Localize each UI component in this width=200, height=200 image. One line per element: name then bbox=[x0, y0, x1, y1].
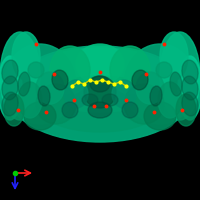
Ellipse shape bbox=[132, 70, 148, 90]
Ellipse shape bbox=[182, 76, 198, 100]
Ellipse shape bbox=[36, 84, 76, 124]
Ellipse shape bbox=[12, 32, 40, 80]
Ellipse shape bbox=[24, 48, 176, 112]
Ellipse shape bbox=[18, 72, 30, 96]
Ellipse shape bbox=[28, 62, 44, 78]
Ellipse shape bbox=[178, 56, 200, 120]
Ellipse shape bbox=[156, 62, 172, 78]
Ellipse shape bbox=[158, 82, 182, 118]
Ellipse shape bbox=[0, 56, 22, 120]
Ellipse shape bbox=[38, 86, 50, 106]
Ellipse shape bbox=[2, 60, 18, 84]
Ellipse shape bbox=[64, 80, 88, 108]
Ellipse shape bbox=[176, 94, 196, 126]
Ellipse shape bbox=[62, 102, 78, 118]
Ellipse shape bbox=[2, 92, 18, 116]
Ellipse shape bbox=[144, 102, 176, 130]
Ellipse shape bbox=[182, 92, 198, 116]
Ellipse shape bbox=[36, 72, 64, 104]
Ellipse shape bbox=[122, 102, 138, 118]
Ellipse shape bbox=[160, 32, 188, 80]
Ellipse shape bbox=[90, 76, 110, 92]
Ellipse shape bbox=[112, 80, 136, 108]
Ellipse shape bbox=[50, 46, 90, 94]
Ellipse shape bbox=[136, 72, 164, 104]
Ellipse shape bbox=[102, 94, 118, 106]
Ellipse shape bbox=[170, 72, 182, 96]
Ellipse shape bbox=[124, 84, 164, 124]
Ellipse shape bbox=[150, 86, 162, 106]
Ellipse shape bbox=[160, 32, 200, 120]
Ellipse shape bbox=[4, 44, 76, 124]
Ellipse shape bbox=[4, 94, 24, 126]
Ellipse shape bbox=[24, 102, 56, 130]
Ellipse shape bbox=[76, 44, 124, 84]
Ellipse shape bbox=[52, 70, 68, 90]
Ellipse shape bbox=[36, 76, 164, 132]
Ellipse shape bbox=[0, 32, 40, 120]
Ellipse shape bbox=[18, 82, 42, 118]
Ellipse shape bbox=[2, 76, 18, 100]
Ellipse shape bbox=[88, 102, 112, 118]
Ellipse shape bbox=[124, 44, 196, 124]
Ellipse shape bbox=[182, 60, 198, 84]
Ellipse shape bbox=[110, 46, 150, 94]
Ellipse shape bbox=[84, 76, 116, 108]
Ellipse shape bbox=[82, 94, 98, 106]
Ellipse shape bbox=[8, 46, 192, 142]
